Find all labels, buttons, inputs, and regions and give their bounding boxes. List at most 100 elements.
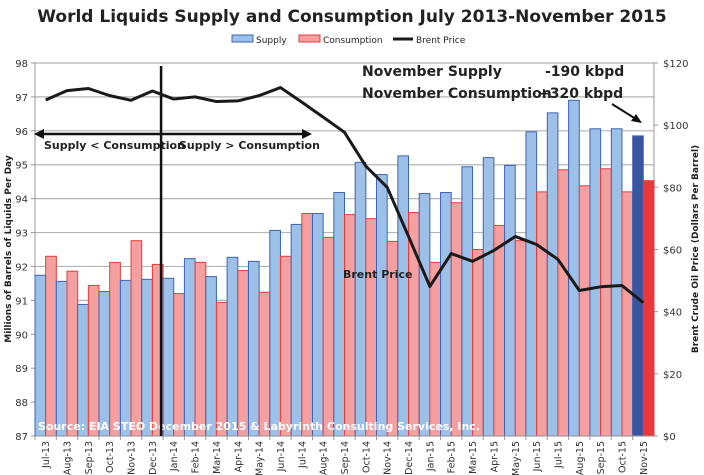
x-tick-label: Dec-13 <box>148 441 159 475</box>
bar-supply <box>183 258 196 437</box>
bar-supply <box>34 274 47 437</box>
x-tick-label: Aug-15 <box>575 441 586 475</box>
y2-tick-label: $40 <box>663 308 682 319</box>
bar-consumption <box>514 240 527 437</box>
x-tick-label: Dec-14 <box>404 441 415 475</box>
bar-supply <box>546 112 559 437</box>
y-tick-label: 92 <box>15 262 28 273</box>
bar-supply <box>247 260 260 437</box>
y-tick-label: 87 <box>15 432 28 443</box>
bar-consumption <box>301 213 313 437</box>
region-label-right: Supply > Consumption <box>179 139 320 152</box>
bar-supply <box>589 128 602 437</box>
bar-supply <box>440 192 452 437</box>
chart-title: World Liquids Supply and Consumption Jul… <box>37 7 666 27</box>
x-tick-label: Jan-15 <box>425 441 436 472</box>
bar-consumption <box>45 255 57 437</box>
legend: Supply Consumption Brent Price <box>231 34 466 46</box>
y-tick-label: 91 <box>15 296 28 307</box>
y2-tick-label: $60 <box>663 246 682 257</box>
bar-consumption <box>621 191 634 437</box>
bar-consumption <box>472 249 484 437</box>
source-note: Source: EIA STEO December 2015 & Labyrin… <box>38 420 480 433</box>
x-tick-label: Feb-14 <box>191 441 202 473</box>
y-tick-label: 88 <box>15 398 28 409</box>
y-tick-label: 89 <box>15 364 28 375</box>
y2-tick-label: $20 <box>663 370 682 381</box>
region-label-left: Supply < Consumption <box>44 139 185 152</box>
bar-supply <box>525 131 538 437</box>
y-tick-label: 95 <box>15 161 28 172</box>
bar-supply <box>568 99 580 437</box>
bar-supply <box>418 193 431 437</box>
bar-supply <box>610 128 623 437</box>
bar-consumption <box>365 218 378 437</box>
x-tick-label: Nov-15 <box>639 441 650 475</box>
bar-consumption <box>87 284 100 437</box>
bar-supply <box>354 161 367 437</box>
x-tick-label: Oct-13 <box>105 441 116 473</box>
y-tick-label: 96 <box>15 127 28 138</box>
bar-supply <box>632 135 644 437</box>
bar-consumption <box>173 293 185 437</box>
y-tick-label: 98 <box>15 59 28 70</box>
bar-supply <box>141 278 153 437</box>
x-tick-label: May-15 <box>511 441 522 475</box>
x-tick-label: Apr-14 <box>233 441 244 472</box>
bar-consumption <box>344 214 356 437</box>
arrow-right-head-icon <box>302 129 312 139</box>
bars <box>34 99 655 437</box>
bar-consumption <box>578 185 591 437</box>
legend-swatch-consumption <box>298 34 321 43</box>
x-tick-label: Sep-14 <box>340 441 351 474</box>
bar-consumption <box>215 301 228 437</box>
nov-arrow-head-icon <box>631 114 642 123</box>
y2-tick-label: $120 <box>663 59 688 70</box>
x-tick-label: Jun-15 <box>532 441 543 472</box>
x-tick-label: Apr-15 <box>489 441 500 472</box>
bar-consumption <box>600 168 612 437</box>
bar-consumption <box>258 291 271 437</box>
x-tick-label: Jul-15 <box>553 441 564 469</box>
bar-consumption <box>66 270 79 437</box>
y-axis-left-title: Millions of Barrels of Liquids Per Day <box>4 155 14 343</box>
x-tick-label: Aug-13 <box>63 441 74 475</box>
y2-tick-label: $100 <box>663 121 688 132</box>
x-axis: Jul-13 Aug-13 Sep-13 Oct-13 Nov-13 Dec-13 Jan-… <box>34 435 654 475</box>
summary-consumption-label: November Consumption <box>362 86 552 102</box>
brent-price-line <box>45 86 645 304</box>
x-tick-label: Nov-13 <box>127 441 138 475</box>
bar-consumption <box>429 261 442 437</box>
bar-supply <box>311 213 324 437</box>
x-tick-label: Nov-14 <box>383 441 394 475</box>
summary-consumption-value: +320 kbpd <box>538 86 623 102</box>
x-tick-label: Jan-14 <box>169 441 180 472</box>
bar-supply <box>77 303 89 437</box>
bar-supply <box>55 280 68 437</box>
bar-supply <box>461 166 474 437</box>
bar-consumption <box>279 255 292 437</box>
brent-label: Brent Price <box>343 268 412 281</box>
bar-supply <box>504 164 516 437</box>
legend-label-supply: Supply <box>256 36 287 46</box>
legend-label-brent: Brent Price <box>416 36 466 46</box>
x-tick-label: Mar-14 <box>212 441 223 474</box>
y2-tick-label: $80 <box>663 183 682 194</box>
bar-consumption <box>194 261 207 437</box>
bar-consumption <box>536 191 548 437</box>
nov-arrow <box>611 103 642 123</box>
bar-consumption <box>130 240 143 437</box>
y-tick-label: 94 <box>15 195 28 206</box>
x-tick-label: Jul-14 <box>297 441 308 469</box>
x-tick-label: Sep-13 <box>84 441 95 474</box>
legend-swatch-supply <box>231 34 254 43</box>
y-tick-label: 97 <box>15 93 28 104</box>
bar-supply <box>397 155 410 437</box>
x-tick-label: Mar-15 <box>468 441 479 474</box>
bar-consumption <box>642 180 655 437</box>
x-tick-label: Oct-15 <box>617 441 628 473</box>
bar-consumption <box>322 236 335 437</box>
x-tick-label: Aug-14 <box>319 441 330 475</box>
x-tick-label: Feb-15 <box>447 441 458 473</box>
